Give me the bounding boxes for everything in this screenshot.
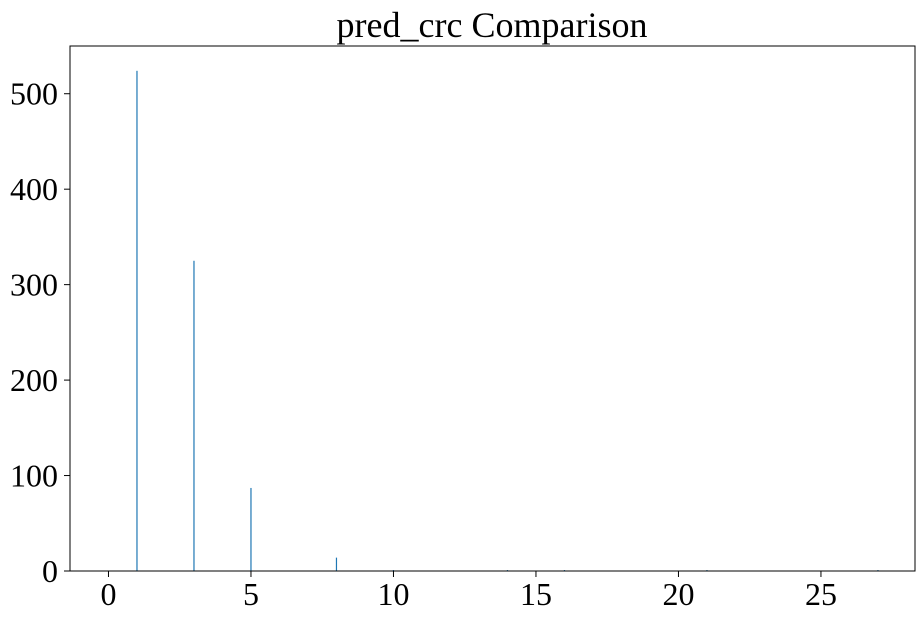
y-tick-label-2: 200 [10,362,58,398]
bar-2 [250,487,252,571]
y-tick-label-1: 100 [10,458,58,494]
x-tick-label-3: 15 [520,576,552,612]
chart-title: pred_crc Comparison [337,5,648,45]
x-tick-label-2: 10 [377,576,409,612]
bar-0 [136,70,138,572]
y-tick-label-4: 400 [10,171,58,207]
x-tick-label-5: 25 [805,576,837,612]
y-tick-label-3: 300 [10,267,58,303]
bars-group [136,70,879,572]
x-axis-ticks: 0 5 10 15 20 25 [100,571,837,612]
x-tick-label-1: 5 [243,576,259,612]
x-tick-label-4: 20 [662,576,694,612]
plot-frame [69,45,916,572]
bar-3 [335,557,338,571]
y-tick-label-5: 500 [10,76,58,112]
x-tick-label-0: 0 [100,576,116,612]
y-tick-label-0: 0 [42,553,58,589]
bar-1 [193,260,195,571]
y-axis-ticks: 0 100 200 300 400 500 [10,76,70,589]
